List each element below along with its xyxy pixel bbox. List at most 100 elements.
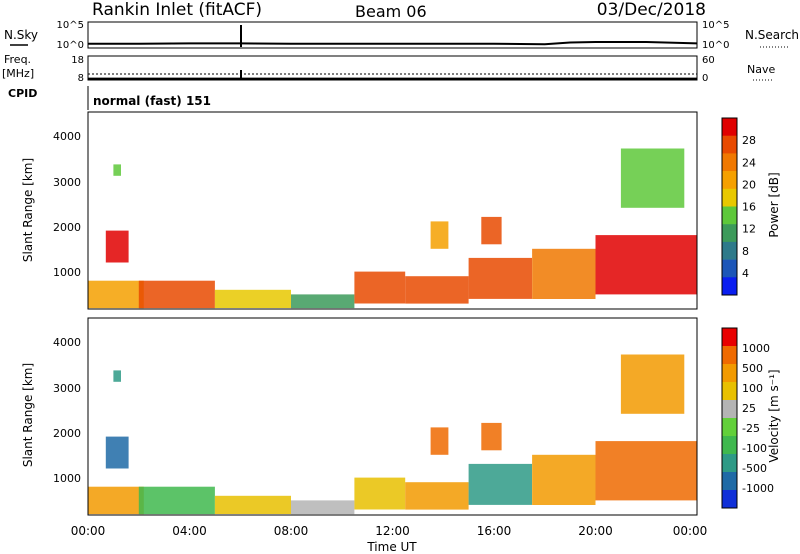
velocity-colorbar-tick-5: -100: [742, 442, 767, 455]
power-cell-13: [620, 148, 685, 208]
frequency-label: Freq.: [4, 53, 31, 66]
noise-sky-series: [88, 41, 698, 46]
velocity-cell-7: [405, 482, 469, 510]
velocity-colorbar-segment-1: [722, 346, 737, 365]
power-colorbar-tick-1: 24: [742, 156, 756, 169]
power-heatmap-cells: [88, 148, 697, 309]
noise-right-tick-bottom: 10^0: [702, 40, 729, 51]
power-colorbar-tick-5: 8: [742, 245, 749, 258]
velocity-colorbar-segment-4: [722, 400, 737, 419]
xtick-6: 00:00: [673, 524, 708, 538]
velocity-cell-6: [354, 477, 406, 510]
xtick-4: 16:00: [477, 524, 512, 538]
velocity-colorbar-tick-1: 500: [742, 362, 763, 375]
velocity-ylabel: Slant Range [km]: [21, 363, 35, 467]
noise-panel: N.Sky 10^5 10^0 10^5 10^0 N.Search: [4, 20, 799, 51]
power-colorbar-segment-5: [722, 206, 737, 225]
power-colorbar-segment-9: [722, 277, 737, 296]
power-cell-6: [354, 271, 406, 304]
velocity-colorbar-tick-0: 1000: [742, 342, 770, 355]
power-colorbar-segment-3: [722, 171, 737, 190]
power-colorbar-tick-2: 20: [742, 178, 756, 191]
velocity-colorbar-tick-4: -25: [742, 422, 760, 435]
noise-right-tick-top: 10^5: [702, 20, 729, 31]
power-cell-7: [405, 276, 469, 304]
velocity-ytick-1000: 1000: [53, 472, 81, 485]
velocity-heatmap-cells: [88, 354, 697, 515]
velocity-colorbar-tick-2: 100: [742, 382, 763, 395]
cpid-value: normal (fast) 151: [93, 94, 211, 108]
power-cell-4: [214, 289, 291, 308]
power-colorbar-label: Power [dB]: [767, 172, 781, 237]
velocity-panel: 4000 3000 2000 1000 Slant Range [km] 100…: [21, 317, 781, 516]
nave-tick-top: 60: [702, 55, 715, 66]
power-colorbar-tick-6: 4: [742, 267, 749, 280]
power-colorbar-tick-0: 28: [742, 134, 756, 147]
power-cell-10: [481, 216, 502, 245]
power-cell-11: [532, 248, 596, 299]
power-colorbar-segment-2: [722, 153, 737, 172]
velocity-cell-1: [105, 436, 129, 469]
beam-title: Beam 06: [355, 2, 427, 21]
velocity-colorbar-tick-7: -1000: [742, 482, 774, 495]
power-colorbar-segment-6: [722, 224, 737, 243]
frequency-panel: Freq. [MHz] 18 8 60 0 Nave: [2, 53, 775, 84]
power-cell-12: [595, 235, 697, 295]
power-ytick-4000: 4000: [53, 130, 81, 143]
xtick-5: 20:00: [578, 524, 613, 538]
velocity-cell-5: [291, 500, 355, 515]
velocity-colorbar-tick-6: -500: [742, 462, 767, 475]
power-colorbar: 28 24 20 16 12 8 4: [722, 118, 756, 296]
power-panel-frame: [87, 111, 698, 310]
velocity-ytick-3000: 3000: [53, 382, 81, 395]
power-y-axis: 4000 3000 2000 1000: [53, 130, 81, 279]
frequency-tick-bottom: 8: [78, 73, 84, 84]
velocity-colorbar-segment-9: [722, 490, 737, 509]
noise-left-tick-top: 10^5: [57, 20, 84, 31]
velocity-colorbar-segment-0: [722, 328, 737, 347]
frequency-tick-top: 18: [71, 55, 84, 66]
velocity-cell-12: [595, 441, 697, 501]
velocity-colorbar: 1000 500 100 25 -25 -100 -500 -1000: [722, 328, 774, 509]
velocity-colorbar-frame: [721, 327, 738, 509]
xtick-2: 08:00: [274, 524, 309, 538]
power-colorbar-segment-1: [722, 135, 737, 154]
cpid-label: CPID: [8, 87, 37, 100]
power-colorbar-segment-4: [722, 188, 737, 207]
velocity-cell-9: [468, 463, 532, 505]
velocity-colorbar-segment-7: [722, 454, 737, 473]
nave-tick-bottom: 0: [702, 73, 708, 84]
nave-label: Nave: [747, 63, 775, 76]
velocity-colorbar-label: Velocity [m s⁻¹]: [767, 369, 781, 462]
velocity-ytick-2000: 2000: [53, 427, 81, 440]
power-cell-3: [138, 280, 215, 309]
velocity-cell-13: [620, 354, 685, 414]
station-title: Rankin Inlet (fitACF): [92, 0, 262, 20]
power-colorbar-segment-8: [722, 259, 737, 278]
power-cell-9: [468, 257, 532, 299]
power-colorbar-segment-0: [722, 118, 737, 136]
power-cell-1: [105, 230, 129, 263]
power-ylabel: Slant Range [km]: [21, 158, 35, 262]
velocity-cell-0: [88, 486, 144, 515]
xtick-0: 00:00: [71, 524, 106, 538]
power-colorbar-segment-7: [722, 241, 737, 260]
noise-right-label: N.Search: [745, 28, 799, 42]
power-cell-8: [430, 221, 449, 249]
velocity-cell-11: [532, 454, 596, 505]
velocity-y-axis: 4000 3000 2000 1000: [53, 336, 81, 485]
power-cell-2: [113, 164, 121, 176]
power-ytick-3000: 3000: [53, 176, 81, 189]
velocity-colorbar-segment-3: [722, 382, 737, 401]
velocity-colorbar-segment-2: [722, 364, 737, 383]
date-title: 03/Dec/2018: [597, 0, 706, 20]
power-ytick-1000: 1000: [53, 266, 81, 279]
power-cell-0: [88, 280, 144, 309]
velocity-cell-8: [430, 427, 449, 455]
power-colorbar-tick-4: 12: [742, 223, 756, 236]
velocity-colorbar-segment-8: [722, 472, 737, 491]
power-colorbar-frame: [721, 117, 738, 296]
noise-left-tick-bottom: 10^0: [57, 40, 84, 51]
velocity-colorbar-segment-5: [722, 418, 737, 437]
